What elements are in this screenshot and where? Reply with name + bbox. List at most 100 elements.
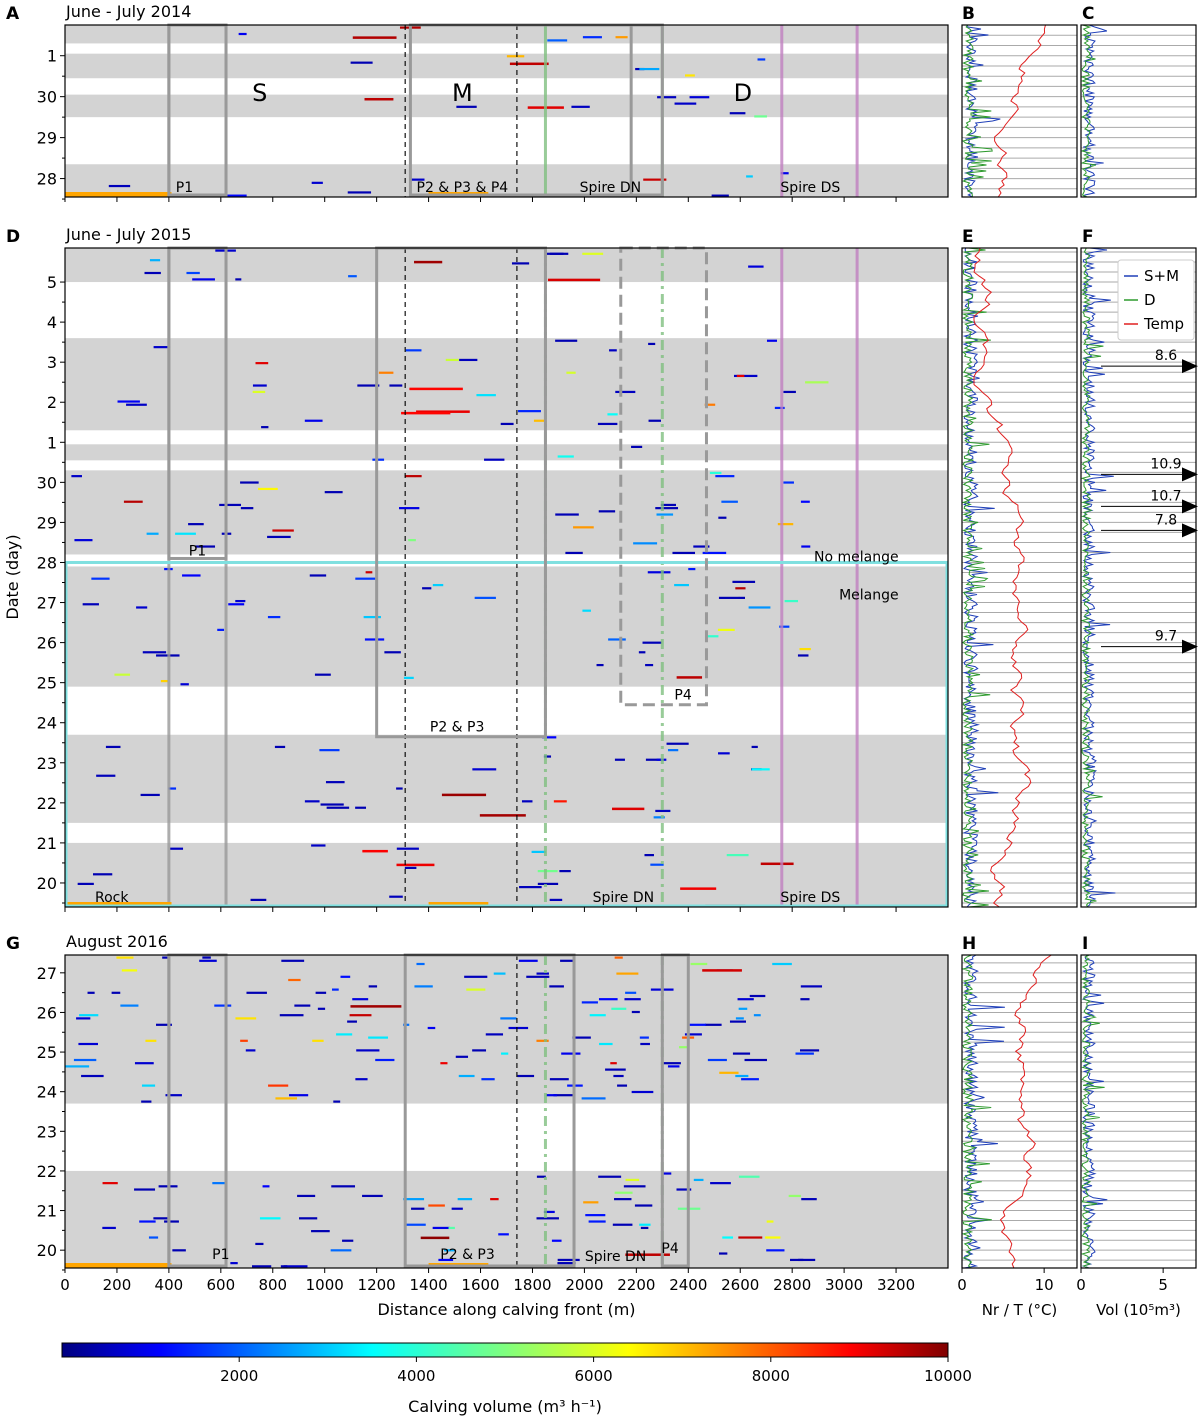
- calving-event: [645, 758, 662, 761]
- calving-event: [518, 410, 541, 413]
- calving-event: [188, 523, 204, 526]
- x-tick-label: 2000: [565, 1276, 603, 1294]
- calving-event: [511, 262, 530, 265]
- calving-event: [445, 358, 459, 362]
- calving-event: [613, 1074, 624, 1078]
- panel-title: June - July 2015: [65, 225, 191, 244]
- calving-event: [235, 599, 246, 603]
- x-tick-label: 1800: [513, 1276, 551, 1294]
- calving-event: [718, 1252, 728, 1255]
- calving-event: [304, 800, 320, 803]
- calving-event: [536, 1039, 549, 1042]
- calving-event: [280, 1265, 288, 1268]
- calving-event: [667, 749, 679, 752]
- calving-event: [645, 663, 654, 667]
- x-tick-label: 400: [155, 1276, 184, 1294]
- calving-event: [223, 194, 247, 197]
- calving-event: [704, 1023, 722, 1026]
- gray-band: [65, 338, 948, 431]
- calving-event: [765, 1236, 781, 1239]
- calving-event: [451, 1207, 463, 1210]
- calving-event-peak: [509, 62, 549, 66]
- calving-event: [753, 1014, 761, 1017]
- gray-band: [65, 94, 948, 118]
- calving-event-peak: [547, 278, 601, 282]
- calving-event: [304, 419, 323, 422]
- melange-box: [64, 560, 949, 908]
- calving-event: [219, 503, 241, 507]
- calving-event-peak: [364, 97, 394, 101]
- calving-event: [801, 1198, 817, 1201]
- y-tick-label: 20: [37, 874, 57, 893]
- calving-event: [102, 1226, 116, 1230]
- gray-band: [65, 25, 948, 44]
- calving-event: [517, 1074, 535, 1078]
- calving-event: [474, 596, 496, 599]
- calving-event: [738, 1236, 763, 1239]
- calving-event: [506, 55, 525, 58]
- calving-event: [746, 175, 753, 178]
- calving-event: [164, 1220, 179, 1223]
- calving-event-peak: [702, 969, 742, 972]
- gray-band: [65, 470, 948, 555]
- side-panel-frame: [1080, 954, 1197, 1269]
- calving-event: [729, 112, 746, 115]
- calving-event: [672, 551, 696, 555]
- calving-event: [795, 1052, 814, 1055]
- calving-event: [146, 532, 159, 535]
- calving-event: [493, 972, 506, 975]
- y-tick-label: 25: [37, 674, 57, 693]
- calving-event: [79, 1014, 99, 1017]
- calving-event: [165, 1094, 182, 1097]
- calving-event: [252, 1265, 272, 1268]
- calving-event-peak: [350, 1005, 402, 1008]
- gray-band: [65, 734, 948, 823]
- calving-event: [364, 638, 385, 641]
- calving-event: [255, 1242, 264, 1246]
- calving-event: [640, 1226, 649, 1230]
- volume-arrow: [1182, 467, 1198, 482]
- calving-event: [422, 587, 432, 590]
- calving-event: [91, 577, 110, 580]
- calving-event: [689, 1023, 706, 1026]
- calving-event: [411, 1207, 425, 1210]
- calving-event: [65, 1065, 90, 1068]
- calving-event: [314, 673, 331, 676]
- calving-event: [240, 1039, 248, 1042]
- calving-event: [363, 615, 381, 619]
- gray-band: [65, 566, 948, 687]
- region-label: P1: [189, 543, 206, 559]
- calving-event: [472, 1049, 487, 1052]
- calving-event: [766, 339, 777, 342]
- calving-event: [148, 1236, 159, 1239]
- calving-event: [625, 1178, 640, 1182]
- calving-event: [660, 503, 676, 507]
- calving-event: [631, 445, 643, 448]
- calving-event: [706, 635, 719, 638]
- calving-event: [355, 806, 367, 809]
- calving-event-peak: [760, 862, 794, 866]
- calving-event: [663, 1172, 672, 1175]
- calving-event: [389, 384, 403, 387]
- calving-event: [378, 371, 394, 374]
- calving-event: [336, 1033, 353, 1036]
- calving-event: [709, 471, 722, 475]
- calving-event: [319, 749, 340, 752]
- calving-event: [607, 413, 618, 416]
- calving-event: [536, 1217, 559, 1220]
- calving-event: [693, 545, 710, 548]
- calving-event: [690, 962, 708, 966]
- y-tick-label: 21: [37, 1202, 57, 1221]
- calving-event: [455, 1055, 469, 1058]
- calving-event: [766, 1220, 774, 1223]
- calving-event: [735, 1017, 744, 1020]
- x-tick-label: 200: [103, 1276, 132, 1294]
- calving-event: [389, 895, 403, 898]
- legend-label: D: [1144, 291, 1156, 309]
- calving-event: [612, 1223, 633, 1226]
- calving-event: [235, 1017, 257, 1020]
- panel-title: August 2016: [66, 932, 168, 951]
- calving-event: [142, 651, 167, 654]
- calving-event: [738, 596, 746, 599]
- calving-event: [368, 985, 378, 988]
